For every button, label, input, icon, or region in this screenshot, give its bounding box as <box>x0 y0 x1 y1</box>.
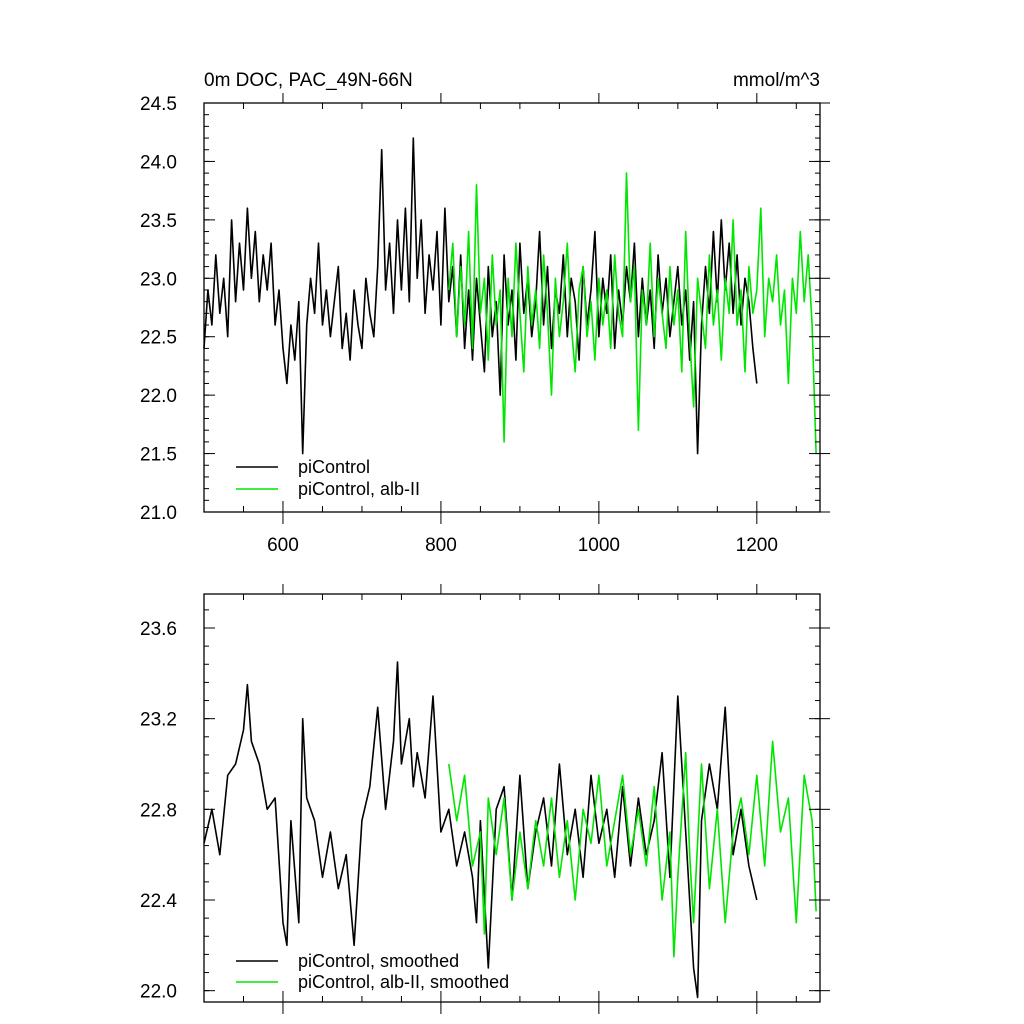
bottom-panel: 22.0 22.4 22.8 23.2 23.6 piControl, smoothed… <box>140 584 830 1014</box>
x-tick-label: 800 <box>425 535 457 556</box>
bottom-panel-legend: piControl, smoothed piControl, alb-II, s… <box>236 951 509 992</box>
bottom-panel-ticks: 22.0 22.4 22.8 23.2 23.6 <box>140 584 830 1014</box>
y-tick-label: 22.4 <box>140 891 177 912</box>
top-panel-units: mmol/m^3 <box>733 70 820 91</box>
bottom-panel-frame <box>203 593 821 1003</box>
x-tick-label: 1000 <box>578 535 620 556</box>
series-line-alb-ii <box>448 172 817 454</box>
top-panel-legend: piControl piControl, alb-II <box>236 457 420 499</box>
y-tick-label: 24.0 <box>140 152 177 173</box>
y-tick-label: 22.8 <box>140 800 177 821</box>
top-panel-ticks: 600 800 1000 1200 21.0 21.5 22.0 22.5 23.0 23.5 24… <box>140 93 830 556</box>
series-line-picontrol <box>203 137 758 455</box>
series-line-picontrol <box>203 661 758 999</box>
x-tick-label: 1200 <box>736 535 778 556</box>
y-tick-label: 22.0 <box>140 982 177 1003</box>
top-panel-frame <box>203 102 821 513</box>
top-panel: 0m DOC, PAC_49N-66N mmol/m^3 600 800 1000 1… <box>140 70 830 556</box>
legend-label-picontrol-smoothed: piControl, smoothed <box>298 951 459 971</box>
y-tick-label: 24.5 <box>140 94 177 115</box>
y-tick-label: 21.5 <box>140 445 177 466</box>
top-panel-series <box>203 137 817 455</box>
y-tick-label: 22.0 <box>140 386 177 407</box>
y-tick-label: 23.6 <box>140 619 177 640</box>
bottom-panel-series <box>203 661 817 999</box>
y-tick-label: 23.5 <box>140 211 177 232</box>
top-panel-title: 0m DOC, PAC_49N-66N <box>204 70 413 91</box>
y-tick-label: 23.2 <box>140 710 177 731</box>
y-tick-label: 21.0 <box>140 503 177 524</box>
x-tick-label: 600 <box>267 535 299 556</box>
legend-label-alb-ii-smoothed: piControl, alb-II, smoothed <box>298 972 509 992</box>
y-tick-label: 23.0 <box>140 269 177 290</box>
series-line-alb-ii <box>448 740 817 958</box>
legend-label-alb-ii: piControl, alb-II <box>298 479 420 499</box>
legend-label-picontrol: piControl <box>298 457 370 477</box>
y-tick-label: 22.5 <box>140 328 177 349</box>
